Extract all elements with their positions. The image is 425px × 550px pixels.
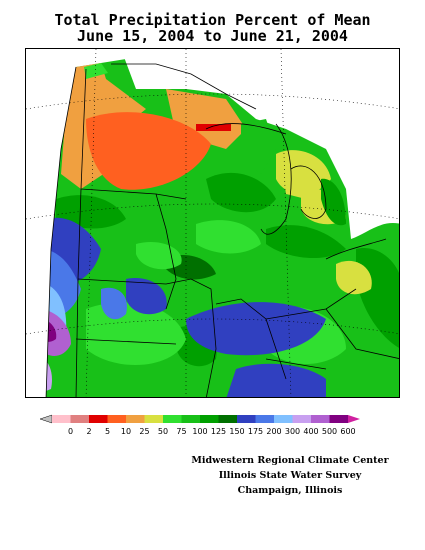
legend-swatch [89, 415, 108, 423]
legend-swatch [163, 415, 182, 423]
state-line-7 [215, 298, 287, 380]
legend-tick-label: 300 [285, 427, 300, 436]
legend-tick-label: 200 [266, 427, 281, 436]
color-legend: 0 2 5 10 25 50 75 100 125 150 175 200 300 400 500 600 [40, 414, 360, 436]
state-line-4 [77, 278, 167, 285]
state-line-9 [325, 308, 399, 359]
state-line-5 [75, 338, 177, 345]
region-5-10 [196, 124, 231, 131]
region-75-100-c [196, 220, 261, 254]
boundaries [45, 63, 399, 397]
state-line-10 [265, 358, 327, 370]
legend-swatch [126, 415, 145, 423]
legend-swatch [70, 415, 89, 423]
credit-survey: Illinois State Water Survey [218, 470, 362, 481]
us-canada-border [111, 63, 257, 110]
precipitation-map [25, 48, 400, 398]
outside-domain [26, 49, 76, 397]
no-data-region [121, 49, 399, 239]
legend-swatch [200, 415, 219, 423]
legend-tick-label: 10 [121, 427, 131, 436]
state-line-3 [155, 193, 177, 310]
domain-west-edge [45, 66, 77, 397]
state-line-6 [165, 278, 217, 397]
legend-tick-label: 125 [211, 427, 226, 436]
graticule [26, 49, 399, 397]
map-title: Total Precipitation Percent of Mean [54, 11, 371, 29]
legend-swatch [292, 415, 311, 423]
region-50-75-mi [281, 154, 316, 199]
legend-left-arrow [40, 414, 53, 424]
credit-location: Champaign, Illinois [237, 485, 343, 496]
region-125-150-mi [321, 178, 346, 226]
legend-swatch [52, 415, 71, 423]
legend-tick-label: 50 [158, 427, 168, 436]
legend-tick-label: 5 [105, 427, 110, 436]
legend-tick-label: 100 [192, 427, 207, 436]
lake-superior [205, 123, 287, 135]
region-100-125-mi [241, 119, 276, 174]
region-175-200-s [186, 302, 326, 356]
legend-swatch [107, 415, 126, 423]
credit-center: Midwestern Regional Climate Center [191, 455, 389, 466]
parallel-3 [26, 318, 399, 335]
legend-tick-label: 75 [176, 427, 186, 436]
legend-right-arrow [348, 415, 360, 423]
map-canvas [26, 49, 399, 397]
legend-tick-label: 175 [248, 427, 263, 436]
region-175-200-c [126, 278, 167, 315]
legend-swatch [311, 415, 330, 423]
legend-swatch [255, 415, 274, 423]
legend-tick-label: 500 [322, 427, 337, 436]
parallel-1 [26, 93, 399, 110]
parallel-2 [26, 203, 399, 220]
legend-tick-label: 600 [340, 427, 355, 436]
map-date-range: June 15, 2004 to June 21, 2004 [77, 27, 348, 45]
legend-swatch [181, 415, 200, 423]
legend-swatch [274, 415, 293, 423]
legend-swatch [329, 415, 348, 423]
lake-michigan [260, 123, 292, 235]
region-75-100-top [84, 63, 108, 79]
region-175-200-se [226, 363, 326, 397]
region-125-150-a [206, 172, 276, 213]
legend-swatch [237, 415, 256, 423]
legend-swatch [218, 415, 237, 423]
region-50-75-c [336, 260, 372, 295]
legend-tick-label: 2 [86, 427, 91, 436]
lake-erie [325, 238, 387, 260]
legend-tick-label: 0 [68, 427, 73, 436]
region-200-300-c [101, 287, 127, 320]
legend-tick-label: 150 [229, 427, 244, 436]
legend-swatch [144, 415, 163, 423]
lake-huron [290, 165, 327, 219]
legend-tick-label: 400 [303, 427, 318, 436]
region-125-150-e [56, 195, 126, 229]
legend-tick-label: 25 [139, 427, 149, 436]
region-10-25 [86, 112, 211, 190]
